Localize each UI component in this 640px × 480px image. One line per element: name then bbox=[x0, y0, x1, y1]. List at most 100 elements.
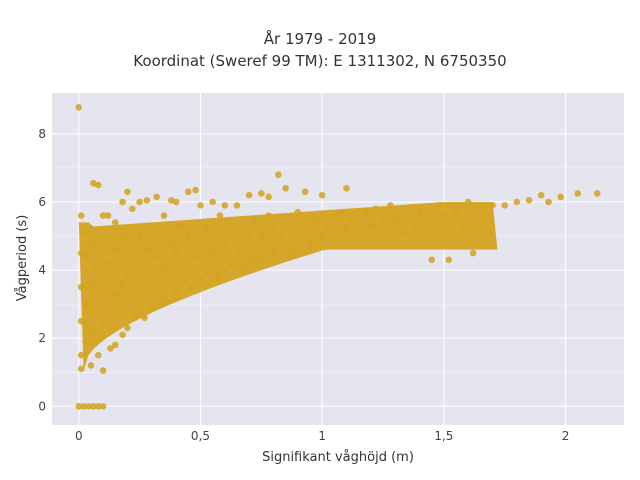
y-axis-label: Vågperiod (s) bbox=[15, 215, 30, 302]
scatter-dense-region bbox=[78, 202, 498, 371]
scatter-point bbox=[136, 198, 143, 206]
scatter-point bbox=[82, 253, 90, 260]
scatter-point bbox=[387, 202, 394, 209]
scatter-point bbox=[136, 232, 143, 240]
chart-title: År 1979 - 2019 Koordinat (Sweref 99 TM):… bbox=[0, 28, 640, 72]
scatter-point bbox=[87, 362, 95, 369]
scatter-point bbox=[80, 229, 87, 236]
scatter-point bbox=[260, 253, 268, 260]
scatter-point bbox=[155, 294, 163, 301]
chart-title-line-1: År 1979 - 2019 bbox=[263, 30, 377, 48]
scatter-point bbox=[258, 232, 265, 240]
scatter-point bbox=[99, 270, 107, 277]
scatter-point bbox=[192, 186, 199, 194]
scatter-point bbox=[129, 205, 136, 213]
scatter-point bbox=[362, 208, 370, 216]
scatter-point bbox=[270, 225, 277, 233]
scatter-point bbox=[557, 193, 565, 201]
scatter-point bbox=[172, 287, 180, 294]
scatter-point bbox=[111, 246, 119, 253]
scatter-point bbox=[107, 300, 114, 308]
scatter-point bbox=[270, 249, 277, 257]
scatter-point bbox=[77, 365, 85, 373]
scatter-point bbox=[124, 236, 131, 243]
scatter-point bbox=[85, 402, 92, 410]
scatter-point bbox=[282, 185, 289, 192]
scatter-point bbox=[464, 198, 472, 206]
scatter-point bbox=[111, 341, 119, 349]
scatter-point bbox=[177, 222, 185, 230]
scatter-point bbox=[153, 253, 160, 260]
scatter-point bbox=[372, 205, 380, 213]
y-tick-label: 8 bbox=[38, 127, 46, 141]
scatter-point bbox=[421, 219, 428, 226]
scatter-point bbox=[119, 280, 126, 287]
scatter-point bbox=[148, 222, 156, 230]
x-tick-label: 0 bbox=[75, 429, 83, 443]
scatter-point bbox=[221, 242, 229, 250]
scatter-point bbox=[187, 283, 195, 291]
scatter-point bbox=[77, 249, 85, 257]
scatter-point bbox=[99, 367, 107, 374]
scatter-point bbox=[221, 202, 229, 209]
scatter-point bbox=[204, 270, 212, 277]
scatter-point bbox=[435, 202, 443, 209]
scatter-point bbox=[99, 402, 107, 410]
scatter-point bbox=[209, 198, 216, 206]
scatter-point bbox=[124, 324, 131, 332]
scatter-point bbox=[216, 212, 224, 219]
scatter-point bbox=[338, 208, 345, 216]
scatter-point bbox=[94, 402, 102, 410]
scatter-point bbox=[277, 232, 285, 240]
scatter-point bbox=[180, 276, 187, 284]
scatter-point bbox=[545, 198, 552, 206]
scatter-point bbox=[148, 270, 156, 277]
scatter-point bbox=[416, 208, 423, 216]
scatter-point bbox=[301, 229, 309, 236]
scatter-point bbox=[160, 263, 168, 270]
scatter-point bbox=[452, 208, 460, 216]
scatter-point bbox=[399, 229, 406, 236]
scatter-point bbox=[379, 219, 387, 226]
scatter-point bbox=[99, 212, 107, 219]
scatter-point bbox=[82, 338, 90, 345]
y-tick-label: 0 bbox=[38, 399, 46, 413]
scatter-point bbox=[77, 212, 85, 219]
scatter-point bbox=[294, 242, 302, 250]
scatter-point bbox=[77, 283, 85, 291]
scatter-point bbox=[87, 328, 95, 335]
scatter-point bbox=[501, 202, 509, 209]
scatter-point bbox=[445, 256, 453, 264]
scatter-point bbox=[138, 283, 146, 291]
scatter-point bbox=[440, 212, 448, 219]
scatter-point bbox=[143, 246, 151, 253]
scatter-point bbox=[192, 253, 199, 260]
scatter-point bbox=[202, 225, 209, 233]
scatter-point bbox=[87, 239, 95, 247]
y-tick-label: 4 bbox=[38, 263, 46, 277]
scatter-point bbox=[250, 215, 258, 223]
scatter-point bbox=[111, 290, 119, 298]
scatter-point bbox=[245, 191, 253, 199]
scatter-point bbox=[489, 202, 496, 209]
scatter-point bbox=[428, 256, 436, 264]
scatter-point bbox=[245, 232, 253, 240]
scatter-point bbox=[124, 188, 131, 196]
scatter-point bbox=[411, 225, 418, 233]
scatter-point bbox=[343, 225, 350, 233]
scatter-point bbox=[119, 232, 126, 240]
scatter-point bbox=[318, 232, 326, 240]
y-tick-label: 2 bbox=[38, 331, 46, 345]
scatter-point bbox=[318, 191, 326, 199]
scatter-point bbox=[131, 253, 139, 260]
scatter-point bbox=[228, 259, 236, 267]
scatter-point bbox=[87, 280, 95, 287]
scatter-point bbox=[391, 215, 399, 223]
scatter-point bbox=[185, 232, 192, 240]
chart-title-line-2: Koordinat (Sweref 99 TM): E 1311302, N 6… bbox=[133, 52, 507, 70]
scatter-point bbox=[469, 249, 477, 257]
scatter-point bbox=[593, 190, 601, 197]
scatter-point bbox=[119, 198, 126, 206]
scatter-point bbox=[107, 345, 114, 352]
scatter-point bbox=[82, 300, 90, 308]
